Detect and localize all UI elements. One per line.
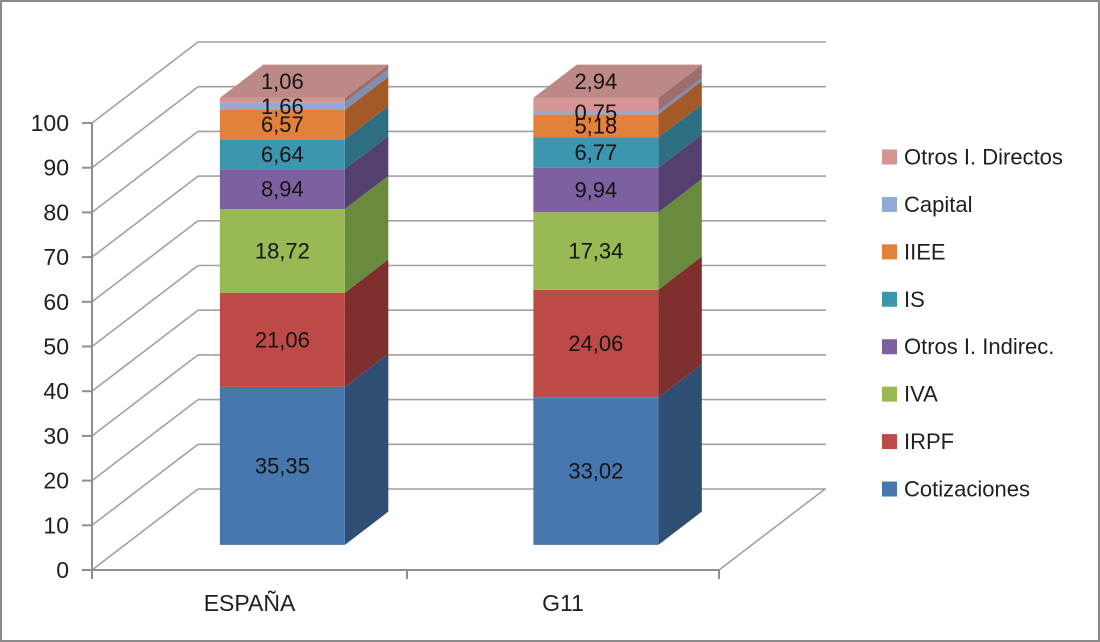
bar-segment-front [219, 169, 345, 210]
gridline-diagonal [91, 443, 199, 526]
y-tick-label: 90 [43, 155, 69, 181]
y-tick-label: 80 [43, 199, 69, 225]
legend-label: IIEE [904, 239, 946, 264]
data-label: 9,94 [574, 178, 617, 203]
legend-label: IVA [904, 382, 938, 407]
bar-segment-side [344, 259, 389, 387]
gridline-diagonal [91, 488, 199, 571]
bar-segment-front [219, 292, 345, 387]
legend-label: Otros I. Directos [904, 145, 1063, 170]
data-label: 6,57 [261, 112, 304, 137]
bar-segment-side [344, 353, 389, 545]
legend-label: Cotizaciones [904, 477, 1030, 502]
legend-label: Otros I. Indirec. [904, 334, 1054, 359]
data-label: 17,34 [568, 238, 623, 263]
data-label: 6,64 [261, 142, 304, 167]
bar-segment-side [344, 64, 389, 103]
bar-segment-front [533, 114, 659, 138]
data-label: 1,66 [261, 94, 304, 119]
data-label: 21,06 [255, 327, 310, 352]
legend-swatch [882, 434, 897, 450]
bar-segment-side [344, 76, 389, 140]
bar-segment-top [533, 64, 702, 98]
y-tick-label: 70 [43, 244, 69, 270]
y-tick-label: 10 [43, 512, 69, 538]
gridline-diagonal [91, 398, 199, 482]
bar-segment-side [658, 364, 702, 545]
bar-segment-top [219, 64, 389, 98]
bar-segment-front [533, 289, 659, 398]
legend-swatch [882, 149, 897, 165]
bar-segment-side [344, 175, 389, 293]
legend-label: IS [904, 287, 925, 312]
gridline-diagonal [91, 309, 199, 392]
legend-label: IRPF [904, 429, 954, 454]
category-label: ESPAÑA [204, 590, 296, 616]
y-tick-label: 100 [31, 110, 69, 136]
data-label: 2,94 [574, 69, 617, 94]
bar-segment-side [344, 135, 389, 210]
legend-label: Capital [904, 192, 972, 217]
legend-swatch [882, 291, 897, 307]
bar-segment-front [219, 209, 345, 293]
data-label: 33,02 [568, 459, 623, 484]
y-tick-label: 50 [43, 334, 69, 360]
category-label: G11 [542, 590, 584, 616]
bar-segment-side [658, 179, 702, 290]
data-label: 35,35 [255, 453, 310, 478]
legend-swatch [882, 196, 897, 212]
bar-segment-front [219, 139, 345, 170]
data-label: 6,77 [574, 140, 617, 165]
legend-swatch [882, 386, 897, 402]
bar-segment-front [219, 110, 345, 140]
bar-segment-front [533, 97, 659, 112]
bar-segment-side [344, 69, 389, 111]
data-label: 0,75 [574, 100, 617, 125]
data-label: 5,18 [574, 113, 617, 138]
y-tick-label: 40 [43, 378, 69, 404]
bar-segment-side [658, 134, 702, 213]
bar-segment-front [533, 137, 659, 168]
data-label: 1,06 [261, 69, 304, 94]
legend-swatch [882, 244, 897, 260]
bar-segment-front [219, 102, 345, 111]
bar-segment-side [658, 64, 702, 112]
bar-segment-side [658, 256, 702, 398]
gridline-diagonal [91, 264, 199, 348]
floor-right-edge [718, 488, 826, 571]
data-label: 18,72 [255, 238, 310, 263]
y-tick-label: 0 [56, 557, 69, 583]
bar-segment-side [344, 106, 389, 170]
bar-segment-front [533, 111, 659, 115]
y-tick-label: 60 [43, 289, 69, 315]
gridline-diagonal [91, 41, 199, 124]
data-label: 24,06 [568, 331, 623, 356]
bar-segment-front [533, 212, 659, 290]
legend-swatch [882, 481, 897, 497]
data-label: 8,94 [261, 177, 304, 202]
bar-segment-front [533, 167, 659, 213]
bar-segment-front [219, 97, 345, 103]
gridline-diagonal [91, 130, 199, 214]
y-tick-label: 20 [43, 468, 69, 494]
legend-swatch [882, 339, 897, 355]
bar-segment-side [658, 81, 702, 138]
gridline-diagonal [91, 354, 199, 437]
y-tick-label: 30 [43, 423, 69, 449]
gridline-diagonal [91, 175, 199, 258]
bar-segment-side [658, 77, 702, 115]
bar-segment-side [658, 104, 702, 168]
bar-segment-front [533, 397, 659, 545]
gridline-diagonal [91, 86, 199, 169]
gridline-diagonal [91, 220, 199, 303]
bar-segment-front [219, 386, 345, 545]
